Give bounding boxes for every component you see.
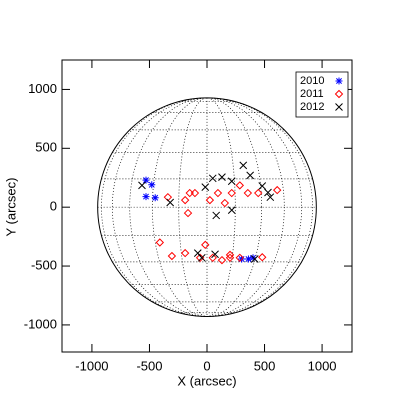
point xyxy=(180,248,190,258)
point xyxy=(201,183,210,192)
point xyxy=(201,240,210,250)
point xyxy=(193,249,202,257)
point xyxy=(220,198,230,208)
solar-limb xyxy=(97,97,317,318)
solar-grid xyxy=(97,97,317,317)
point xyxy=(148,181,156,189)
point xyxy=(212,211,221,220)
point xyxy=(213,188,223,198)
point xyxy=(166,198,175,207)
point xyxy=(142,193,150,201)
y-tick-label: -500 xyxy=(31,257,57,272)
legend-label: 2010 xyxy=(300,75,324,87)
point xyxy=(246,171,255,180)
point xyxy=(225,250,235,260)
point xyxy=(239,161,248,170)
point xyxy=(244,255,252,263)
point xyxy=(208,253,217,263)
legend-marker xyxy=(334,89,344,99)
x-tick-label: 1000 xyxy=(308,358,337,373)
point xyxy=(180,195,190,205)
point xyxy=(183,208,193,218)
point xyxy=(264,188,272,197)
legend-label: 2012 xyxy=(300,101,324,113)
meridian xyxy=(111,97,303,317)
point xyxy=(218,173,226,182)
point xyxy=(211,250,219,259)
point xyxy=(205,195,215,205)
point xyxy=(138,181,146,190)
meridian xyxy=(129,97,285,317)
point xyxy=(250,255,259,263)
point xyxy=(243,188,253,198)
point xyxy=(217,255,227,265)
point xyxy=(235,253,245,263)
point xyxy=(151,194,159,202)
point xyxy=(227,206,236,214)
y-tick-label: 0 xyxy=(50,199,57,214)
point xyxy=(258,253,267,262)
point xyxy=(167,251,177,261)
point xyxy=(272,185,282,195)
legend-box xyxy=(295,71,349,118)
point xyxy=(227,177,236,186)
x-tick-label: 0 xyxy=(203,358,210,373)
y-axis-label: Y (arcsec) xyxy=(3,178,18,237)
legend-marker xyxy=(335,103,343,111)
x-tick-label: 500 xyxy=(254,358,276,373)
point xyxy=(190,188,200,198)
x-tick-label: -500 xyxy=(136,358,162,373)
point xyxy=(208,174,217,183)
y-tick-label: 500 xyxy=(35,140,57,155)
point xyxy=(155,238,165,247)
x-tick-label: -1000 xyxy=(75,358,108,373)
point xyxy=(266,193,275,202)
point xyxy=(142,176,150,184)
y-tick-label: 1000 xyxy=(28,81,57,96)
point xyxy=(235,181,245,190)
point xyxy=(227,188,236,198)
point xyxy=(185,188,194,198)
point xyxy=(258,182,267,190)
y-tick-label: -1000 xyxy=(24,316,57,331)
x-axis-label: X (arcsec) xyxy=(177,373,236,388)
legend-marker xyxy=(335,77,343,85)
point xyxy=(254,188,263,198)
legend-label: 2011 xyxy=(300,88,324,100)
